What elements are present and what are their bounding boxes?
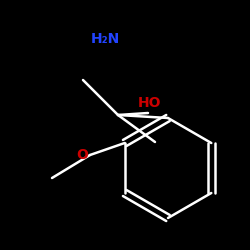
Text: H₂N: H₂N: [90, 32, 120, 46]
Text: HO: HO: [138, 96, 162, 110]
Text: O: O: [76, 148, 88, 162]
